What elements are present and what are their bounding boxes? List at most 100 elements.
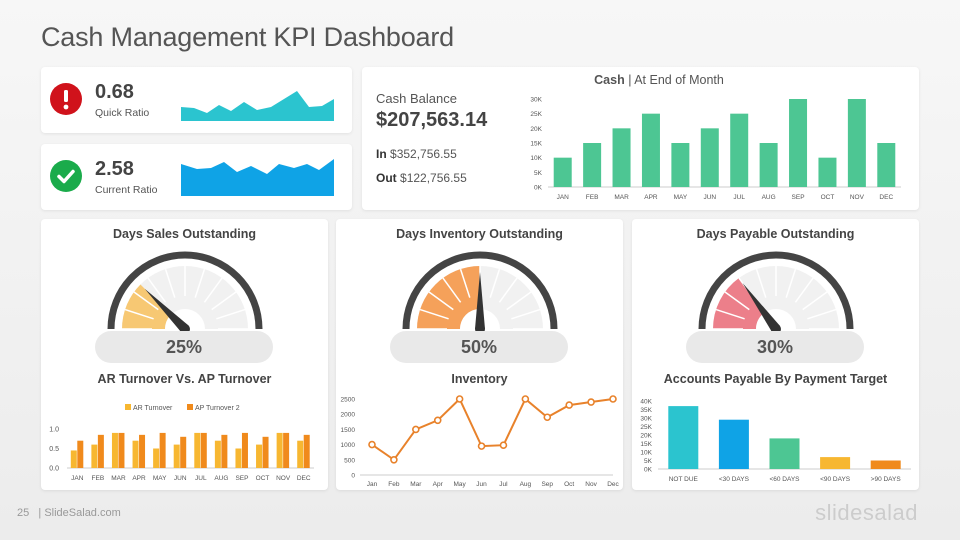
x-tick-label: AUG bbox=[214, 475, 228, 482]
y-tick-label: 2500 bbox=[341, 397, 356, 404]
x-tick-label: NOT DUE bbox=[669, 476, 699, 483]
cash-in-value: $352,756.55 bbox=[390, 147, 457, 161]
x-tick-label: Sep bbox=[541, 481, 553, 488]
ar-ap-chart-title: AR Turnover Vs. AP Turnover bbox=[97, 372, 272, 386]
gauge-tick bbox=[715, 308, 745, 320]
x-tick-label: SEP bbox=[235, 475, 248, 482]
cash-chart-title-bold: Cash bbox=[594, 73, 625, 87]
bar bbox=[297, 440, 304, 468]
legend-label: AR Turnover bbox=[133, 405, 173, 412]
gauge-fill bbox=[713, 278, 765, 329]
gauge-tick bbox=[724, 291, 750, 311]
bar bbox=[612, 128, 631, 187]
bar bbox=[241, 432, 248, 468]
y-tick-label: 25K bbox=[530, 111, 542, 118]
quick-ratio-sparkline bbox=[181, 91, 334, 121]
bar bbox=[194, 432, 201, 468]
gauge-rim bbox=[107, 251, 263, 330]
gauge-tick bbox=[211, 291, 237, 311]
x-tick-label: OCT bbox=[821, 194, 835, 201]
bar bbox=[91, 444, 98, 468]
y-tick-label: 35K bbox=[640, 407, 652, 414]
y-tick-label: 1.0 bbox=[49, 427, 59, 434]
x-tick-label: APR bbox=[132, 475, 146, 482]
inventory-chart-title: Inventory bbox=[451, 372, 508, 386]
inventory-line bbox=[371, 397, 614, 462]
gauge-tick bbox=[419, 308, 449, 320]
bar bbox=[77, 440, 84, 468]
bar bbox=[668, 406, 699, 469]
x-tick-label: Jan bbox=[367, 481, 378, 488]
x-tick-label: JUN bbox=[703, 194, 716, 201]
legend-swatch bbox=[125, 404, 131, 410]
cash-card: Cash Balance $207,563.14 In $352,756.55 … bbox=[362, 67, 919, 210]
data-point bbox=[455, 395, 464, 403]
cash-balance-label: Cash Balance bbox=[376, 91, 457, 106]
x-tick-label: MAR bbox=[111, 475, 126, 482]
x-tick-label: Mar bbox=[410, 481, 422, 488]
x-tick-label: AUG bbox=[762, 194, 776, 201]
x-tick-label: Jun bbox=[476, 481, 487, 488]
dio-gauge bbox=[402, 251, 558, 337]
dpo-title: Days Payable Outstanding bbox=[696, 227, 855, 241]
x-tick-label: SEP bbox=[792, 194, 805, 201]
gauge-tick bbox=[785, 268, 797, 298]
current-ratio-card: 2.58 Current Ratio bbox=[41, 144, 352, 210]
cash-bar-chart: 0K 5K 10K 15K 20K 25K 30K JAN FEB MAR APR MAY JUN JUL… bbox=[530, 97, 901, 201]
quick-ratio-card: 0.68 Quick Ratio bbox=[41, 67, 352, 133]
x-tick-label: Aug bbox=[520, 481, 532, 488]
gauge-tick bbox=[428, 291, 454, 311]
gauge-tick bbox=[459, 268, 471, 298]
bar bbox=[221, 434, 228, 468]
x-tick-label: MAR bbox=[614, 194, 629, 201]
data-point bbox=[587, 398, 595, 406]
x-tick-label: FEB bbox=[92, 475, 105, 482]
ap-target-chart-title: Accounts Payable By Payment Target bbox=[663, 372, 888, 386]
current-ratio-value: 2.58 bbox=[95, 158, 134, 180]
dpo-gauge bbox=[698, 251, 854, 337]
exclamation-icon bbox=[50, 83, 82, 115]
gauge-tick bbox=[203, 277, 223, 303]
data-point bbox=[390, 456, 398, 464]
gauge-tick bbox=[133, 291, 159, 311]
bar bbox=[820, 457, 851, 469]
bar bbox=[877, 143, 896, 187]
bar bbox=[700, 128, 719, 187]
dio-value: 50% bbox=[390, 331, 568, 363]
bar bbox=[870, 460, 901, 469]
data-point bbox=[521, 395, 530, 403]
x-tick-label: JAN bbox=[557, 194, 570, 201]
dio-card: Days Inventory Outstanding 50% Inventory… bbox=[336, 219, 623, 490]
bar bbox=[200, 432, 207, 468]
x-tick-label: <30 DAYS bbox=[719, 476, 750, 483]
y-tick-label: 0 bbox=[351, 473, 355, 480]
gauge-tick bbox=[124, 308, 154, 320]
gauge-tick bbox=[498, 277, 518, 303]
y-tick-label: 30K bbox=[640, 416, 652, 423]
x-tick-label: May bbox=[453, 481, 466, 488]
y-tick-label: 20K bbox=[530, 126, 542, 133]
data-point bbox=[543, 413, 552, 422]
bar bbox=[283, 432, 290, 468]
ar-ap-bar-chart: AR Turnover AP Turnover 2 0.0 0.5 1.0 JAN FEB M… bbox=[49, 404, 314, 482]
gauge-tick bbox=[511, 308, 541, 320]
gauge-tick bbox=[802, 291, 828, 311]
bar bbox=[641, 113, 660, 187]
cash-out-label: Out bbox=[376, 171, 397, 185]
data-point bbox=[412, 425, 420, 434]
cash-out-value: $122,756.55 bbox=[400, 171, 467, 185]
inventory-line-chart: 0 500 1000 1500 2000 2500 Jan Feb Mar Apr May Jun Ju… bbox=[341, 395, 620, 488]
x-tick-label: JAN bbox=[71, 475, 84, 482]
x-tick-label: JUL bbox=[195, 475, 207, 482]
quick-ratio-label: Quick Ratio bbox=[95, 107, 150, 119]
x-tick-label: <60 DAYS bbox=[769, 476, 800, 483]
bar bbox=[256, 444, 263, 468]
dso-title: Days Sales Outstanding bbox=[112, 227, 257, 241]
bar bbox=[303, 434, 310, 468]
quick-ratio-value: 0.68 bbox=[95, 81, 134, 103]
bar bbox=[730, 113, 749, 187]
dso-value: 25% bbox=[95, 331, 273, 363]
cash-chart-title: Cash | At End of Month bbox=[524, 73, 794, 87]
current-ratio-label: Current Ratio bbox=[95, 184, 158, 196]
y-tick-label: 30K bbox=[530, 97, 542, 104]
